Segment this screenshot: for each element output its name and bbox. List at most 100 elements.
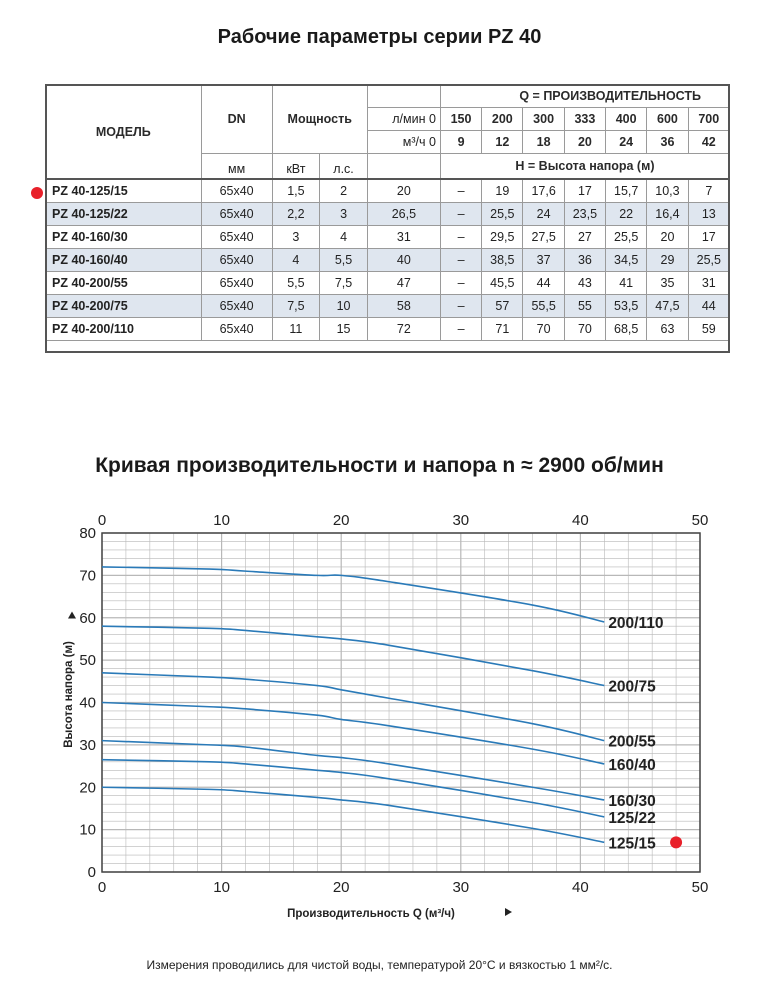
model-cell: PZ 40-200/110	[45, 317, 202, 341]
unit-mm: мм	[200, 153, 273, 180]
curve-160-30	[101, 739, 605, 801]
model-cell: PZ 40-125/15	[45, 178, 202, 203]
value-cell: 27,5	[522, 225, 565, 249]
value-cell: 29	[646, 248, 689, 272]
value-cell: 68,5	[605, 317, 648, 341]
value-cell: 29,5	[481, 225, 524, 249]
x-tick-label: 50	[692, 879, 709, 896]
value-cell: 4	[319, 225, 368, 249]
value-cell: 44	[687, 294, 731, 318]
value-cell: 3	[271, 225, 321, 249]
highlight-marker	[31, 187, 43, 199]
performance-chart: 001010202030304040505001020304050607080П…	[63, 512, 709, 920]
value-cell: 38,5	[481, 248, 524, 272]
value-cell: 5,5	[271, 271, 321, 295]
value-cell: 55,5	[522, 294, 565, 318]
header-lmin-value: 200	[481, 107, 524, 131]
value-cell: 11	[271, 317, 321, 341]
value-cell: 36	[563, 248, 607, 272]
value-cell: 25,5	[481, 202, 524, 226]
x-tick-label: 40	[572, 879, 589, 896]
y-tick-label: 60	[79, 610, 96, 627]
value-cell: 63	[646, 317, 689, 341]
x-top-tick-label: 10	[213, 512, 230, 529]
value-cell: –	[439, 202, 483, 226]
value-cell: 27	[563, 225, 607, 249]
header-dn: DN	[200, 84, 273, 154]
value-cell: 4	[271, 248, 321, 272]
y-tick-label: 10	[79, 822, 96, 839]
x-tick-label: 20	[333, 879, 350, 896]
header-lmin-value: 150	[439, 107, 483, 131]
curve-200-110	[101, 566, 605, 623]
model-cell: PZ 40-160/30	[45, 225, 202, 249]
header-model: МОДЕЛЬ	[45, 84, 202, 180]
x-top-tick-label: 30	[452, 512, 469, 529]
value-cell: 7,5	[319, 271, 368, 295]
y-axis-label: Высота напора (м)	[63, 641, 75, 748]
series-label: 200/110	[608, 615, 663, 632]
value-cell: 7,5	[271, 294, 321, 318]
value-cell: 19	[481, 178, 524, 203]
value-cell: –	[439, 294, 483, 318]
value-cell: 31	[687, 271, 731, 295]
value-cell: 10	[319, 294, 368, 318]
table-title: Рабочие параметры серии PZ 40	[217, 26, 542, 48]
value-cell: 65x40	[200, 178, 273, 203]
value-cell: 44	[522, 271, 565, 295]
value-cell: 23,5	[563, 202, 607, 226]
series-label: 200/55	[608, 734, 656, 751]
value-cell: 70	[563, 317, 607, 341]
value-cell: 43	[563, 271, 607, 295]
model-cell: PZ 40-200/75	[45, 294, 202, 318]
series-label: 200/75	[608, 679, 656, 696]
model-cell: PZ 40-125/22	[45, 202, 202, 226]
value-cell: 65x40	[200, 202, 273, 226]
unit-kw: кВт	[271, 153, 321, 180]
model-cell: PZ 40-160/40	[45, 248, 202, 272]
x-tick-label: 0	[98, 879, 106, 896]
value-cell: 17	[563, 178, 607, 203]
table-row: PZ 40-160/30 65x40 3 4 31–29,5 27,5 27 25,5 20 17	[45, 225, 731, 249]
value-cell: 16,4	[646, 202, 689, 226]
table-row: PZ 40-200/55 65x40 5,5 7,5 47–45,5 44 43 41 35 31	[45, 271, 731, 295]
curve-125-22	[101, 758, 605, 818]
series-label: 125/22	[608, 810, 655, 827]
value-cell: 17,6	[522, 178, 565, 203]
value-cell: 22	[605, 202, 648, 226]
y-tick-label: 50	[79, 652, 96, 669]
header-lmin-value: 400	[605, 107, 648, 131]
value-cell: 1,5	[271, 178, 321, 203]
value-cell: 34,5	[605, 248, 648, 272]
table-row: PZ 40-200/110 65x40 11 15 72–71 70 70 68,5 63 59	[45, 317, 731, 341]
header-m3h-value: 9	[439, 130, 483, 154]
chart-title: Кривая производительности и напора n ≈ 2…	[95, 454, 664, 477]
y-tick-label: 0	[88, 864, 96, 881]
header-m3h-value: 24	[605, 130, 648, 154]
x-top-tick-label: 50	[692, 512, 709, 529]
header-lmin-value: 700	[687, 107, 731, 131]
value-cell: 35	[646, 271, 689, 295]
x-tick-label: 10	[213, 879, 230, 896]
table-row: PZ 40-125/15 65x40 1,5 2 20–19 17,6 17 15,7 10,3…	[45, 178, 731, 203]
value-cell: 24	[522, 202, 565, 226]
header-m3h-value: 18	[522, 130, 565, 154]
value-cell: 41	[605, 271, 648, 295]
series-label: 160/40	[608, 757, 655, 774]
x-top-tick-label: 0	[98, 512, 106, 529]
y-tick-label: 30	[79, 737, 96, 754]
header-blank	[366, 153, 441, 180]
table-row: PZ 40-160/40 65x40 4 5,5 40–38,5 37 36 34,5 29 25…	[45, 248, 731, 272]
model-cell: PZ 40-200/55	[45, 271, 202, 295]
header-lmin-value: 300	[522, 107, 565, 131]
header-m3h-value: 36	[646, 130, 689, 154]
value-cell: 47	[366, 271, 441, 295]
curve-200-75	[101, 625, 605, 687]
value-cell: 7	[687, 178, 731, 203]
value-cell: –	[439, 271, 483, 295]
value-cell: 15	[319, 317, 368, 341]
table-row: PZ 40-125/22 65x40 2,2 3 26,5–25,5 24 23,5 22 16…	[45, 202, 731, 226]
unit-hp: л.с.	[319, 153, 368, 180]
value-cell: 17	[687, 225, 731, 249]
curve-125-15	[101, 786, 605, 844]
